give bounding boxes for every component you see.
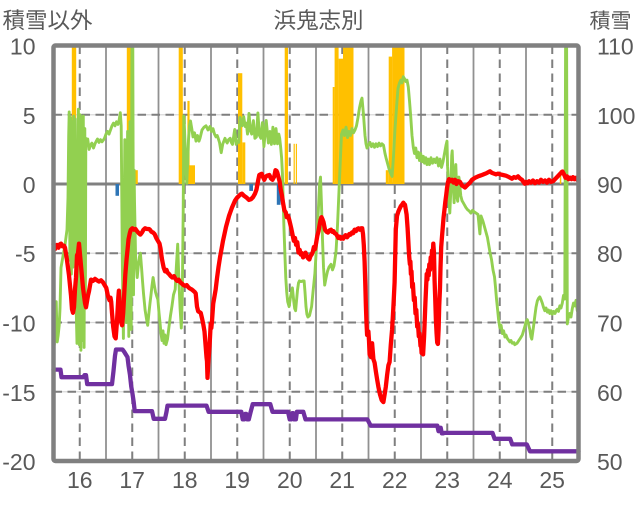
svg-text:22: 22 xyxy=(382,467,408,493)
svg-text:5: 5 xyxy=(23,103,36,129)
svg-text:19: 19 xyxy=(224,467,250,493)
svg-text:21: 21 xyxy=(329,467,355,493)
svg-text:70: 70 xyxy=(597,311,623,337)
svg-text:23: 23 xyxy=(434,467,460,493)
svg-text:110: 110 xyxy=(597,34,634,60)
svg-text:24: 24 xyxy=(487,467,513,493)
svg-text:18: 18 xyxy=(172,467,198,493)
svg-text:16: 16 xyxy=(67,467,93,493)
svg-text:100: 100 xyxy=(597,103,635,129)
svg-text:-10: -10 xyxy=(2,311,35,337)
svg-text:0: 0 xyxy=(23,172,36,198)
svg-text:-20: -20 xyxy=(2,449,35,475)
svg-text:17: 17 xyxy=(119,467,145,493)
svg-text:-15: -15 xyxy=(2,380,35,406)
svg-text:-5: -5 xyxy=(15,241,35,267)
svg-text:25: 25 xyxy=(539,467,565,493)
svg-text:60: 60 xyxy=(597,380,623,406)
svg-text:50: 50 xyxy=(597,449,623,475)
svg-text:20: 20 xyxy=(277,467,303,493)
svg-text:90: 90 xyxy=(597,172,623,198)
svg-text:10: 10 xyxy=(10,34,36,60)
svg-text:80: 80 xyxy=(597,241,623,267)
